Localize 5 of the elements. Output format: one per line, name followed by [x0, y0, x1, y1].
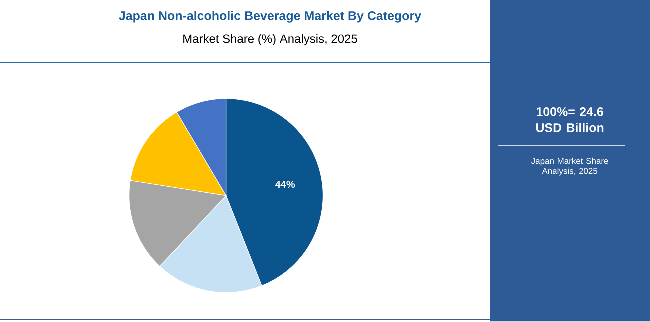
text: 100%= 24.6 USD Billion — [536, 108, 604, 132]
chart-subtitle: Market Share (%) Analysis, 2025 — [184, 34, 358, 46]
text: Japan Market Share Analysis, 2025 — [531, 158, 608, 176]
data-label: 44% — [275, 181, 296, 188]
chart-title: Japan Non-alcoholic Beverage Market By Category — [119, 11, 422, 23]
